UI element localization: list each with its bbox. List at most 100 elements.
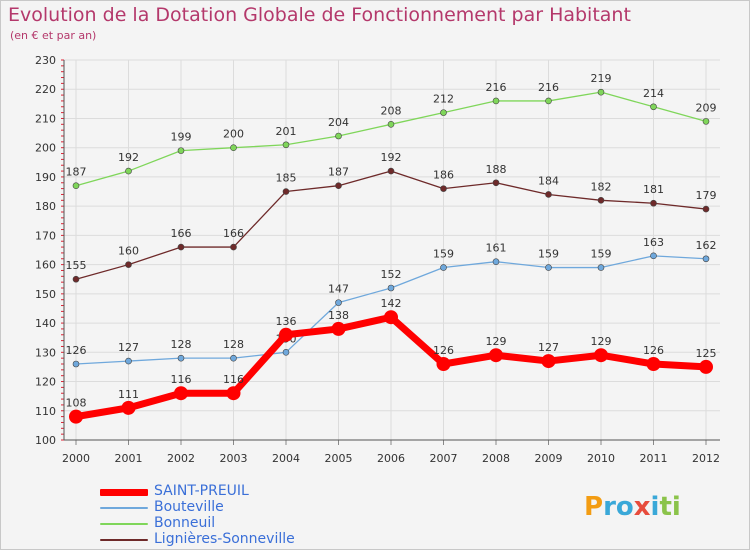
legend-item-saint-preuil: SAINT-PREUIL xyxy=(100,483,360,500)
legend-label: Lignières-Sonneville xyxy=(154,531,295,547)
data-point-bonneuil xyxy=(387,121,395,128)
legend-item-bouteville: Bouteville xyxy=(100,499,360,516)
data-point-bouteville xyxy=(702,255,710,263)
y-tick-label: 210 xyxy=(35,112,56,125)
data-label-saint-preuil: 142 xyxy=(381,297,402,310)
data-label-bouteville: 127 xyxy=(118,341,139,354)
x-tick-label: 2007 xyxy=(430,452,458,465)
x-tick-label: 2004 xyxy=(272,452,300,465)
data-point-bonneuil xyxy=(177,147,185,154)
data-point-bouteville xyxy=(597,264,605,271)
data-label-bouteville: 162 xyxy=(696,239,717,252)
data-label-saint-preuil: 108 xyxy=(66,397,87,410)
y-tick-label: 230 xyxy=(35,54,56,67)
data-label-ligni-res-sonneville: 181 xyxy=(643,183,664,196)
y-tick-label: 160 xyxy=(35,259,56,272)
data-point-ligni-res-sonneville xyxy=(335,182,342,189)
data-label-ligni-res-sonneville: 155 xyxy=(66,259,87,272)
data-point-saint-preuil xyxy=(646,357,661,371)
y-tick-label: 110 xyxy=(35,405,56,418)
data-label-bonneuil: 219 xyxy=(591,72,612,85)
x-tick-label: 2008 xyxy=(482,452,510,465)
data-point-bonneuil xyxy=(650,103,657,111)
x-tick-label: 2005 xyxy=(325,452,353,465)
data-point-bonneuil xyxy=(230,144,237,151)
data-point-ligni-res-sonneville xyxy=(440,185,447,192)
data-label-bonneuil: 214 xyxy=(643,87,664,100)
data-label-saint-preuil: 125 xyxy=(696,347,717,360)
x-tick-label: 2006 xyxy=(377,452,405,465)
data-point-bouteville xyxy=(440,264,447,271)
y-tick-label: 140 xyxy=(35,317,56,330)
data-point-ligni-res-sonneville xyxy=(650,199,657,207)
legend-swatch xyxy=(100,489,148,496)
data-point-bouteville xyxy=(125,357,132,365)
data-point-bonneuil xyxy=(440,109,447,116)
data-label-ligni-res-sonneville: 166 xyxy=(171,227,192,240)
y-tick-label: 150 xyxy=(35,288,56,301)
legend-item-bonneuil: Bonneuil xyxy=(100,515,360,532)
y-tick-label: 170 xyxy=(35,229,56,242)
data-label-ligni-res-sonneville: 184 xyxy=(538,174,559,187)
data-label-saint-preuil: 138 xyxy=(328,309,349,322)
data-label-ligni-res-sonneville: 166 xyxy=(223,227,244,240)
data-point-ligni-res-sonneville xyxy=(125,261,132,268)
x-tick-label: 2000 xyxy=(62,452,90,465)
data-label-saint-preuil: 126 xyxy=(643,344,664,357)
data-point-bonneuil xyxy=(335,132,342,140)
data-label-bouteville: 128 xyxy=(223,338,244,351)
x-tick-label: 2003 xyxy=(220,452,248,465)
data-label-bonneuil: 212 xyxy=(433,93,454,106)
y-tick-label: 130 xyxy=(35,346,56,359)
x-tick-label: 2011 xyxy=(640,452,668,465)
data-point-ligni-res-sonneville xyxy=(230,243,237,251)
data-point-saint-preuil xyxy=(121,400,136,415)
proxiti-logo: Proxiti xyxy=(584,492,681,522)
data-point-bouteville xyxy=(230,354,237,362)
data-point-bonneuil xyxy=(125,167,132,175)
x-tick-label: 2012 xyxy=(692,452,720,465)
data-point-bonneuil xyxy=(597,88,605,96)
data-point-ligni-res-sonneville xyxy=(282,188,290,195)
data-label-bonneuil: 200 xyxy=(223,128,244,141)
data-point-bonneuil xyxy=(702,118,710,125)
data-point-ligni-res-sonneville xyxy=(702,205,710,213)
x-tick-label: 2009 xyxy=(535,452,563,465)
y-tick-label: 220 xyxy=(35,83,56,96)
data-label-ligni-res-sonneville: 192 xyxy=(381,151,402,164)
data-point-bonneuil xyxy=(72,182,80,189)
data-label-saint-preuil: 126 xyxy=(433,344,454,357)
data-label-bouteville: 159 xyxy=(538,248,559,261)
data-label-ligni-res-sonneville: 185 xyxy=(276,172,297,185)
data-label-bonneuil: 187 xyxy=(66,166,87,179)
data-point-ligni-res-sonneville xyxy=(177,243,185,251)
y-tick-label: 200 xyxy=(35,142,56,155)
data-point-saint-preuil xyxy=(384,310,398,325)
legend-swatch xyxy=(100,523,148,525)
data-label-ligni-res-sonneville: 186 xyxy=(433,169,454,182)
data-label-bouteville: 163 xyxy=(643,236,664,249)
legend-label: Bonneuil xyxy=(154,515,216,531)
data-point-ligni-res-sonneville xyxy=(492,179,500,187)
x-tick-label: 2002 xyxy=(167,452,195,465)
data-label-bouteville: 159 xyxy=(591,248,612,261)
y-tick-label: 190 xyxy=(35,171,56,184)
data-label-saint-preuil: 127 xyxy=(538,341,559,354)
chart-title: Evolution de la Dotation Globale de Fonc… xyxy=(8,4,631,26)
data-label-bonneuil: 199 xyxy=(171,131,192,144)
data-point-ligni-res-sonneville xyxy=(545,191,552,198)
data-label-bouteville: 128 xyxy=(171,338,192,351)
data-point-saint-preuil xyxy=(594,348,608,363)
data-point-bouteville xyxy=(177,354,185,362)
data-label-bonneuil: 209 xyxy=(696,101,717,114)
data-point-saint-preuil xyxy=(226,386,241,401)
legend-swatch xyxy=(100,507,148,509)
data-point-saint-preuil xyxy=(541,354,556,369)
chart-subtitle: (en € et par an) xyxy=(10,29,97,42)
data-point-saint-preuil xyxy=(279,327,293,342)
data-point-bouteville xyxy=(545,264,552,271)
data-point-bouteville xyxy=(335,299,342,306)
data-label-saint-preuil: 129 xyxy=(486,335,507,348)
data-point-saint-preuil xyxy=(69,409,83,424)
